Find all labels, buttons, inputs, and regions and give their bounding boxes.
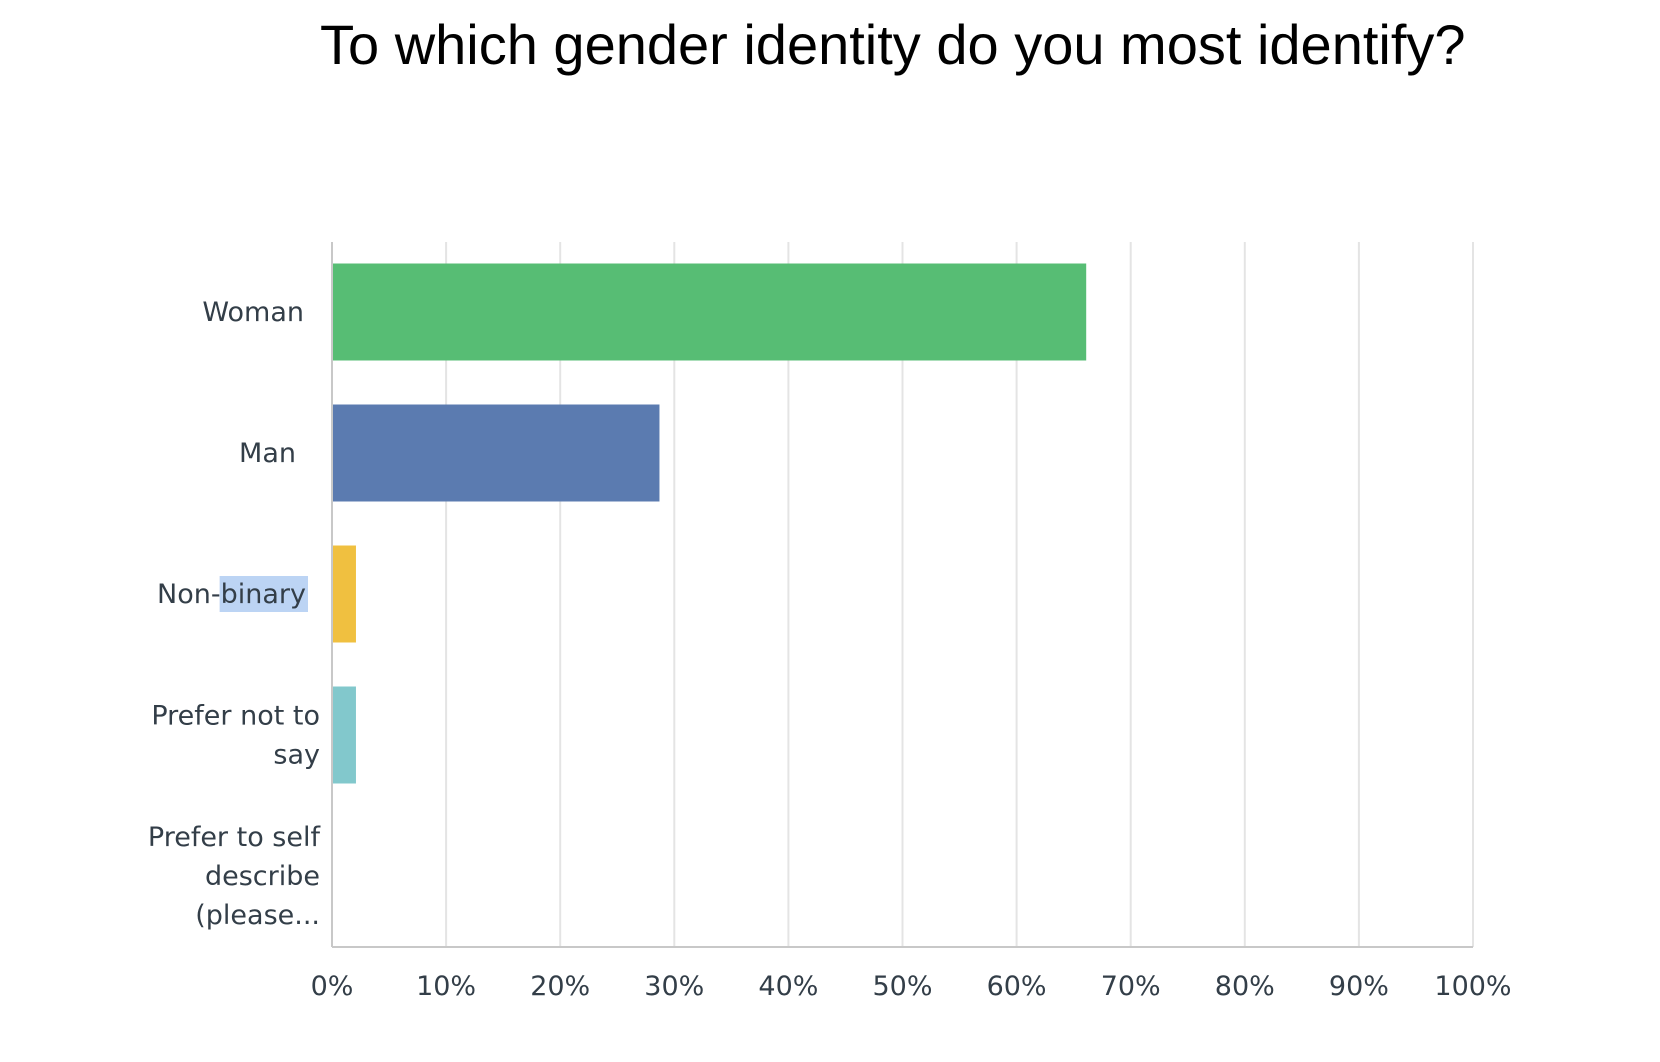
x-tick-label: 90% — [1329, 971, 1389, 1002]
x-tick-label: 100% — [1434, 971, 1511, 1002]
x-tick-label: 70% — [1101, 971, 1161, 1002]
x-tick-label: 50% — [872, 971, 932, 1002]
bar — [332, 404, 660, 502]
bar — [332, 686, 356, 784]
bar — [332, 545, 356, 643]
x-tick-label: 0% — [311, 971, 354, 1002]
x-tick-label: 60% — [987, 971, 1047, 1002]
x-tick-label: 40% — [758, 971, 818, 1002]
category-label: Man — [239, 438, 296, 469]
category-label: Prefer not to say — [151, 701, 320, 771]
category-labels: Woman Man Non-binary Prefer not to say Prefer… — [148, 297, 322, 931]
text-selection-highlight — [219, 576, 308, 612]
category-label: Woman — [202, 297, 304, 328]
bar — [332, 263, 1087, 361]
bars — [332, 263, 1087, 784]
x-tick-label: 20% — [530, 971, 590, 1002]
x-tick-label: 30% — [644, 971, 704, 1002]
chart-title: To which gender identity do you most ide… — [320, 13, 1466, 76]
axes — [331, 242, 1473, 948]
x-tick-label: 80% — [1215, 971, 1275, 1002]
category-label: Non-binary — [157, 579, 306, 610]
category-label: Prefer to self describe (please... — [148, 822, 322, 931]
x-tick-labels: 0% 10% 20% 30% 40% 50% 60% 70% 80% 90% 100% — [311, 971, 1512, 1002]
x-tick-label: 10% — [416, 971, 476, 1002]
